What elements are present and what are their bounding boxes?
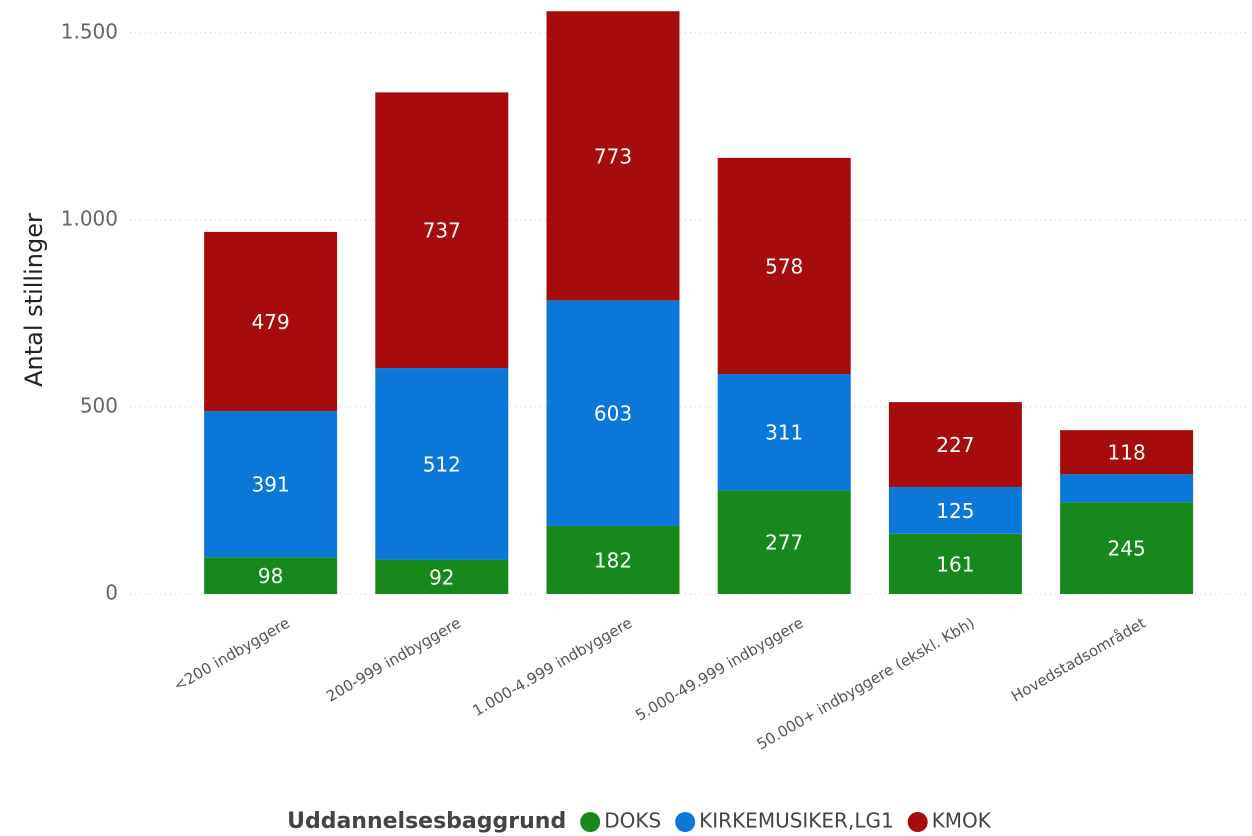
data-label: 125 <box>936 499 974 523</box>
bar-segment <box>204 411 338 558</box>
bar-segment <box>1060 502 1194 594</box>
bar-segment <box>546 300 680 526</box>
bar-segment <box>888 487 1022 534</box>
legend-marker <box>580 812 601 832</box>
bar-segment <box>204 231 338 412</box>
data-label: 773 <box>594 144 632 168</box>
bar-segment <box>717 157 851 375</box>
bar-segment <box>204 557 338 594</box>
legend-label: KIRKEMUSIKER,LG1 <box>699 809 894 833</box>
x-tick-label: 1.000-4.999 indbyggere <box>469 614 635 720</box>
y-tick-label: 1.000 <box>61 206 118 230</box>
y-tick-label: 1.500 <box>61 19 118 43</box>
y-tick-label: 500 <box>80 393 118 417</box>
bar-segment <box>1060 474 1194 503</box>
legend-marker <box>675 812 696 832</box>
legend-title: Uddannelsesbaggrund <box>287 809 566 834</box>
y-axis-label: Antal stillinger <box>20 213 48 387</box>
data-label: 118 <box>1108 441 1146 465</box>
data-label: 512 <box>423 452 461 476</box>
data-label: 227 <box>936 433 974 457</box>
data-label: 391 <box>252 473 290 497</box>
data-label: 737 <box>423 219 461 243</box>
bar-segment <box>375 92 509 369</box>
data-label: 92 <box>429 565 454 589</box>
bar-segment <box>717 374 851 491</box>
x-tick-label: Hovedstadsområdet <box>1008 614 1149 706</box>
data-label: 479 <box>252 310 290 334</box>
bar-segment <box>1060 430 1194 475</box>
data-label: 578 <box>765 254 803 278</box>
data-label: 277 <box>765 531 803 555</box>
legend-marker <box>907 812 928 832</box>
data-label: 245 <box>1108 537 1146 561</box>
x-tick-label: 5.000-49.999 indbyggere <box>632 614 806 725</box>
bar-segment <box>546 11 680 301</box>
data-label: 161 <box>936 552 974 576</box>
x-tick-label: 200-999 indbyggere <box>323 614 464 706</box>
data-label: 311 <box>765 421 803 445</box>
bar-segment <box>888 533 1022 594</box>
bar-segment <box>375 368 509 560</box>
x-tick-label: <200 indbyggere <box>170 614 292 695</box>
data-label: 603 <box>594 402 632 426</box>
legend-label: DOKS <box>604 809 661 833</box>
y-tick-label: 0 <box>105 581 118 605</box>
bar-segment <box>717 490 851 594</box>
legend-label: KMOK <box>932 809 992 833</box>
bar-segment <box>888 402 1022 488</box>
bar-segment <box>546 525 680 594</box>
data-label: 182 <box>594 548 632 572</box>
bar-segment <box>375 559 509 594</box>
data-label: 98 <box>258 564 283 588</box>
